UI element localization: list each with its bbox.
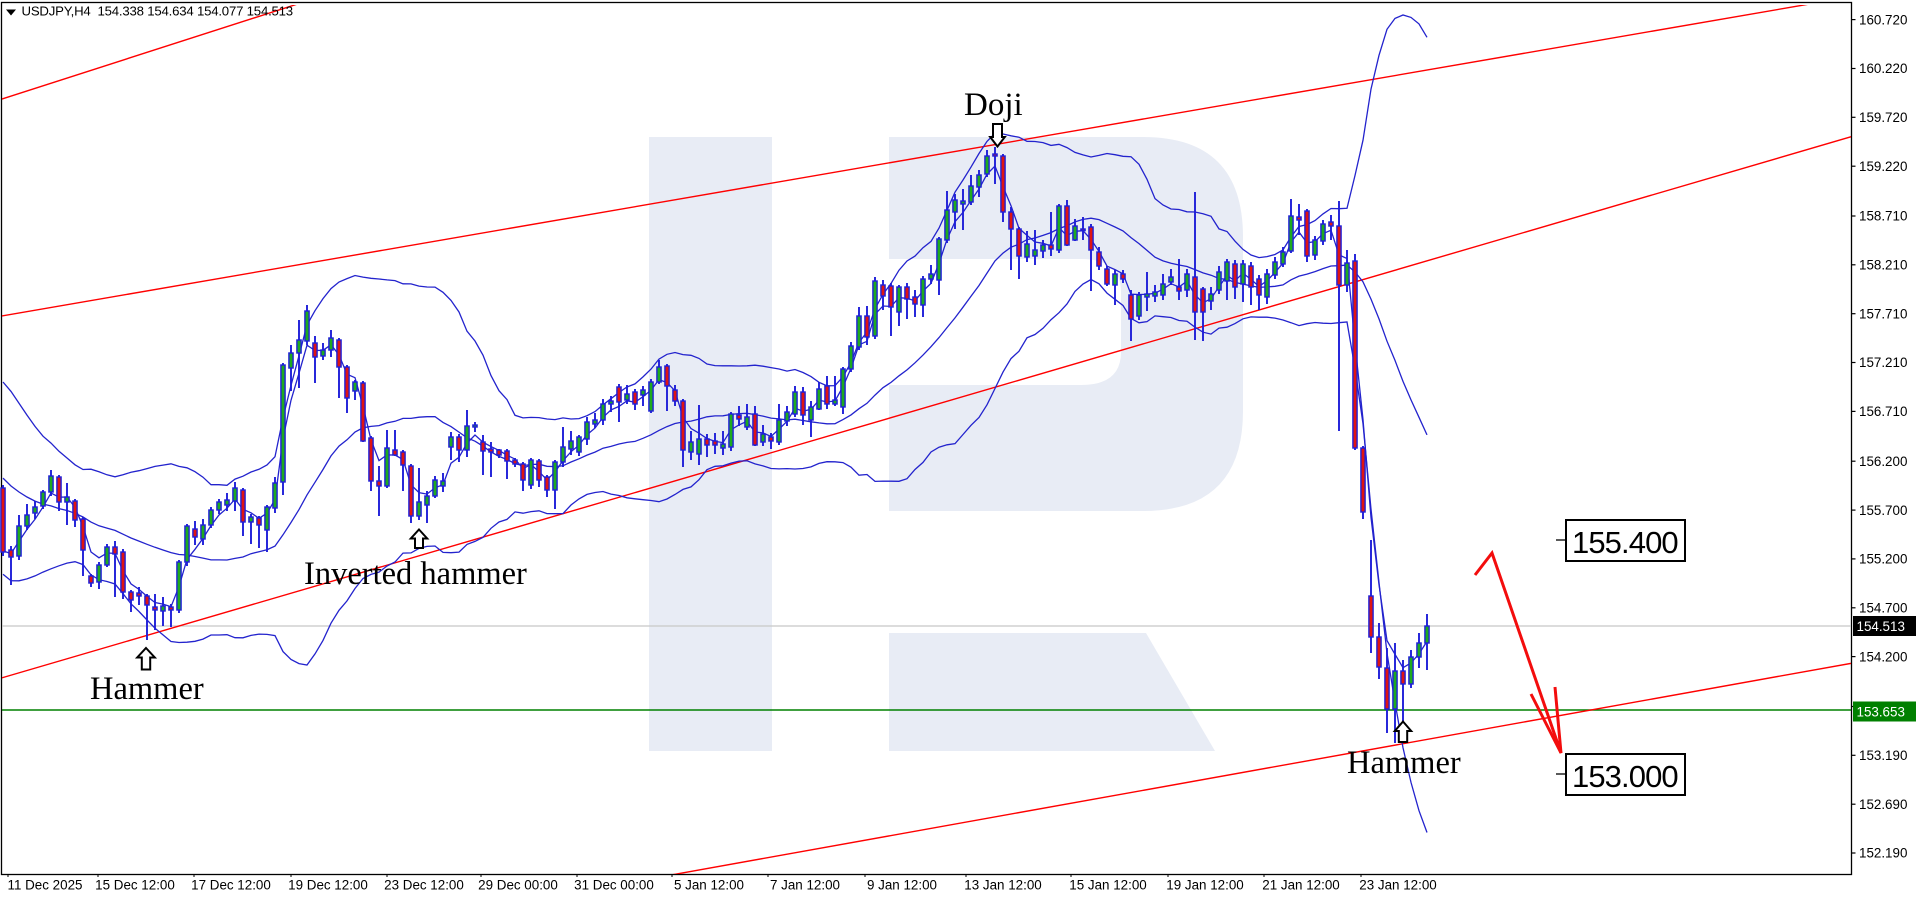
- svg-text:23 Dec 12:00: 23 Dec 12:00: [384, 878, 464, 893]
- svg-text:13 Jan 12:00: 13 Jan 12:00: [964, 878, 1041, 893]
- svg-text:158.210: 158.210: [1859, 258, 1907, 273]
- svg-text:Hammer: Hammer: [90, 671, 204, 707]
- svg-text:15 Dec 12:00: 15 Dec 12:00: [95, 878, 175, 893]
- svg-text:158.710: 158.710: [1859, 209, 1907, 224]
- svg-text:5 Jan 12:00: 5 Jan 12:00: [674, 878, 744, 893]
- svg-text:153.653: 153.653: [1857, 705, 1905, 720]
- svg-text:155.700: 155.700: [1859, 503, 1907, 518]
- svg-text:Hammer: Hammer: [1347, 745, 1461, 781]
- svg-text:7 Jan 12:00: 7 Jan 12:00: [770, 878, 840, 893]
- svg-text:160.720: 160.720: [1859, 12, 1907, 27]
- svg-text:154.200: 154.200: [1859, 649, 1907, 664]
- svg-text:160.220: 160.220: [1859, 61, 1907, 76]
- svg-text:159.720: 159.720: [1859, 110, 1907, 125]
- svg-text:29 Dec 00:00: 29 Dec 00:00: [478, 878, 558, 893]
- svg-text:31 Dec 00:00: 31 Dec 00:00: [574, 878, 654, 893]
- svg-text:157.210: 157.210: [1859, 355, 1907, 370]
- svg-text:156.200: 156.200: [1859, 454, 1907, 469]
- svg-text:15 Jan 12:00: 15 Jan 12:00: [1069, 878, 1146, 893]
- svg-text:155.400: 155.400: [1572, 525, 1678, 560]
- svg-text:159.220: 159.220: [1859, 159, 1907, 174]
- svg-text:21 Jan 12:00: 21 Jan 12:00: [1262, 878, 1339, 893]
- svg-text:USDJPY,H4 154.338 154.634 154: USDJPY,H4 154.338 154.634 154.077 154.51…: [22, 4, 293, 19]
- svg-text:17 Dec 12:00: 17 Dec 12:00: [191, 878, 271, 893]
- svg-text:156.710: 156.710: [1859, 404, 1907, 419]
- svg-text:Doji: Doji: [964, 87, 1023, 123]
- svg-text:19 Dec 12:00: 19 Dec 12:00: [288, 878, 368, 893]
- svg-text:157.710: 157.710: [1859, 306, 1907, 321]
- svg-text:154.513: 154.513: [1857, 619, 1905, 634]
- svg-text:152.190: 152.190: [1859, 846, 1907, 861]
- svg-text:Inverted hammer: Inverted hammer: [304, 556, 527, 592]
- svg-text:23 Jan 12:00: 23 Jan 12:00: [1359, 878, 1436, 893]
- svg-text:153.190: 153.190: [1859, 748, 1907, 763]
- svg-text:155.200: 155.200: [1859, 552, 1907, 567]
- svg-text:152.690: 152.690: [1859, 797, 1907, 812]
- svg-text:11 Dec 2025: 11 Dec 2025: [8, 878, 83, 893]
- svg-text:9 Jan 12:00: 9 Jan 12:00: [867, 878, 937, 893]
- svg-text:154.700: 154.700: [1859, 601, 1907, 616]
- svg-text:19 Jan 12:00: 19 Jan 12:00: [1166, 878, 1243, 893]
- svg-text:153.000: 153.000: [1572, 759, 1678, 794]
